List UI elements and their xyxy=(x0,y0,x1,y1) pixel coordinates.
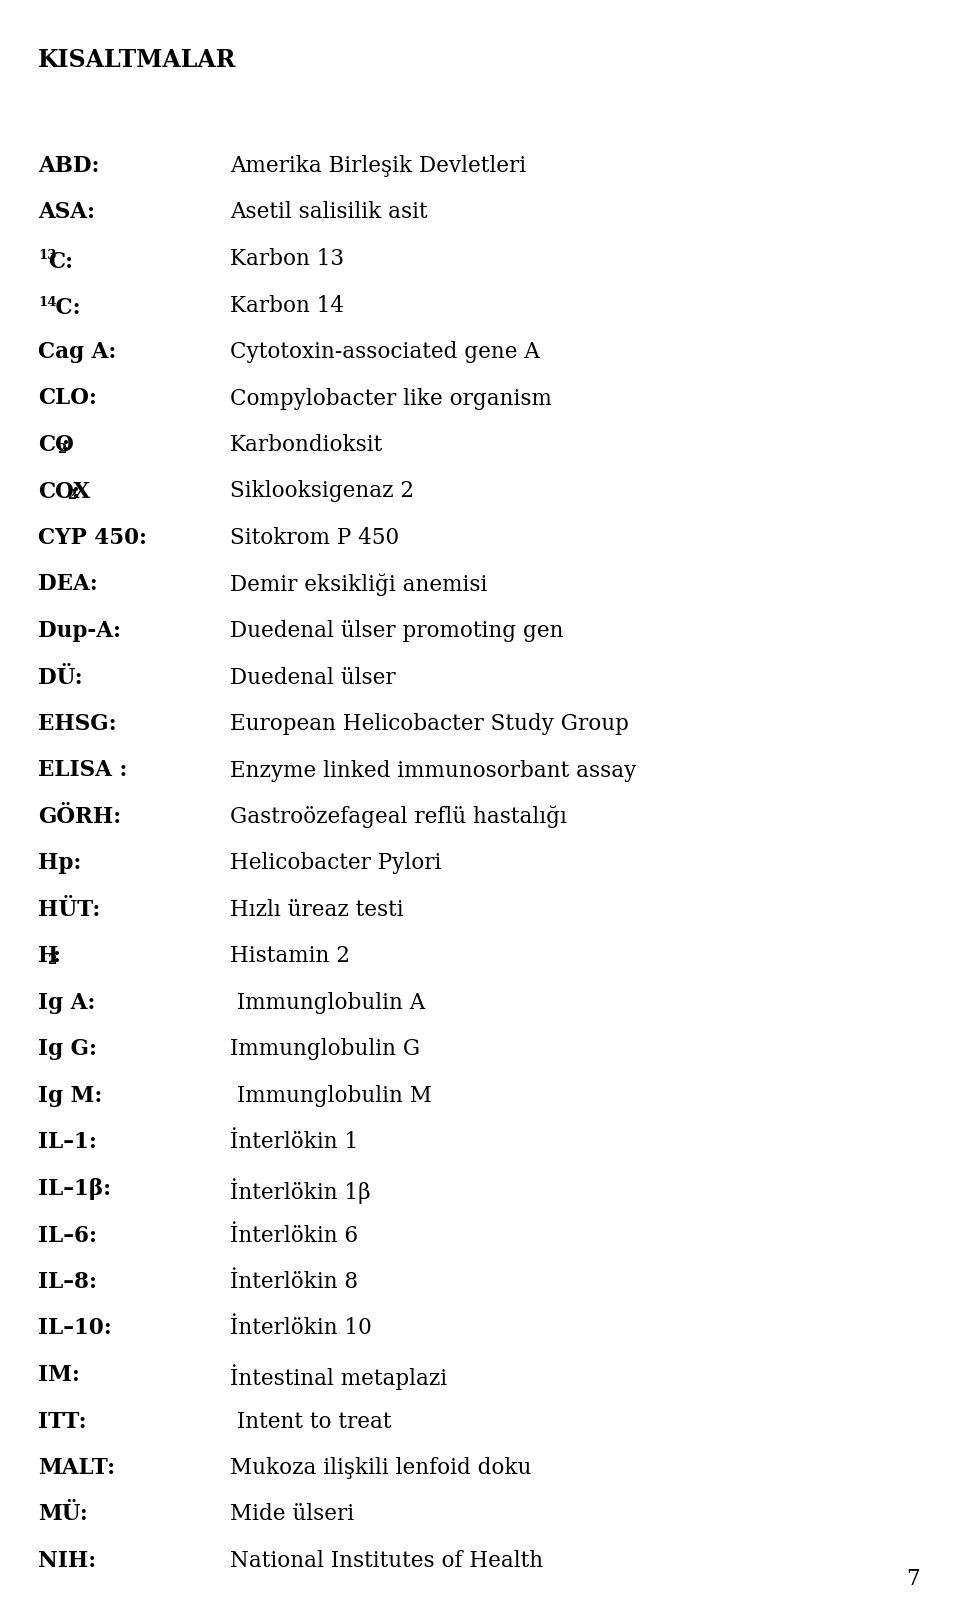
Text: İnterlökin 6: İnterlökin 6 xyxy=(230,1225,358,1246)
Text: NIH:: NIH: xyxy=(38,1551,96,1572)
Text: Mide ülseri: Mide ülseri xyxy=(230,1504,354,1526)
Text: 2: 2 xyxy=(58,443,66,456)
Text: CO: CO xyxy=(38,435,74,456)
Text: Dup-A:: Dup-A: xyxy=(38,620,121,642)
Text: 2: 2 xyxy=(48,954,57,967)
Text: İnterlökin 1: İnterlökin 1 xyxy=(230,1132,358,1153)
Text: HÜT:: HÜT: xyxy=(38,899,101,921)
Text: İnterlökin 1β: İnterlökin 1β xyxy=(230,1178,371,1204)
Text: ELISA :: ELISA : xyxy=(38,759,128,782)
Text: :: : xyxy=(53,946,60,967)
Text: IM:: IM: xyxy=(38,1364,80,1387)
Text: MÜ:: MÜ: xyxy=(38,1504,87,1526)
Text: DEA:: DEA: xyxy=(38,574,98,595)
Text: MALT:: MALT: xyxy=(38,1457,115,1479)
Text: Demir eksikliği anemisi: Demir eksikliği anemisi xyxy=(230,574,488,595)
Text: Intent to treat: Intent to treat xyxy=(230,1411,392,1432)
Text: KISALTMALAR: KISALTMALAR xyxy=(38,49,236,71)
Text: IL–6:: IL–6: xyxy=(38,1225,97,1246)
Text: Histamin 2: Histamin 2 xyxy=(230,946,350,967)
Text: Karbondioksit: Karbondioksit xyxy=(230,435,383,456)
Text: İntestinal metaplazi: İntestinal metaplazi xyxy=(230,1364,447,1390)
Text: Immunglobulin G: Immunglobulin G xyxy=(230,1038,420,1061)
Text: Duedenal ülser: Duedenal ülser xyxy=(230,667,396,688)
Text: IL–1:: IL–1: xyxy=(38,1132,97,1153)
Text: IL–1β:: IL–1β: xyxy=(38,1178,111,1200)
Text: :: : xyxy=(72,480,80,503)
Text: CYP 450:: CYP 450: xyxy=(38,527,147,548)
Text: ASA:: ASA: xyxy=(38,201,95,224)
Text: European Helicobacter Study Group: European Helicobacter Study Group xyxy=(230,714,629,735)
Text: Karbon 14: Karbon 14 xyxy=(230,295,344,316)
Text: ABD:: ABD: xyxy=(38,156,100,177)
Text: Hızlı üreaz testi: Hızlı üreaz testi xyxy=(230,899,403,921)
Text: Karbon 13: Karbon 13 xyxy=(230,248,344,269)
Text: C:: C: xyxy=(48,297,81,320)
Text: Sitokrom P 450: Sitokrom P 450 xyxy=(230,527,399,548)
Text: 14: 14 xyxy=(38,295,57,308)
Text: Compylobacter like organism: Compylobacter like organism xyxy=(230,388,552,409)
Text: IL–10:: IL–10: xyxy=(38,1317,111,1340)
Text: Siklooksigenaz 2: Siklooksigenaz 2 xyxy=(230,480,414,503)
Text: Ig M:: Ig M: xyxy=(38,1085,103,1106)
Text: GÖRH:: GÖRH: xyxy=(38,806,121,827)
Text: Ig A:: Ig A: xyxy=(38,993,95,1014)
Text: Enzyme linked immunosorbant assay: Enzyme linked immunosorbant assay xyxy=(230,759,636,782)
Text: Mukoza ilişkili lenfoid doku: Mukoza ilişkili lenfoid doku xyxy=(230,1457,532,1479)
Text: Cag A:: Cag A: xyxy=(38,341,116,363)
Text: Helicobacter Pylori: Helicobacter Pylori xyxy=(230,853,442,874)
Text: Amerika Birleşik Devletleri: Amerika Birleşik Devletleri xyxy=(230,156,526,177)
Text: 13: 13 xyxy=(38,250,57,263)
Text: İnterlökin 10: İnterlökin 10 xyxy=(230,1317,372,1340)
Text: C:: C: xyxy=(48,251,73,272)
Text: Ig G:: Ig G: xyxy=(38,1038,97,1061)
Text: 7: 7 xyxy=(906,1568,920,1590)
Text: ITT:: ITT: xyxy=(38,1411,86,1432)
Text: IL–8:: IL–8: xyxy=(38,1272,97,1293)
Text: :: : xyxy=(62,435,70,456)
Text: Immunglobulin M: Immunglobulin M xyxy=(230,1085,432,1106)
Text: National Institutes of Health: National Institutes of Health xyxy=(230,1551,543,1572)
Text: DÜ:: DÜ: xyxy=(38,667,83,688)
Text: Duedenal ülser promoting gen: Duedenal ülser promoting gen xyxy=(230,620,564,642)
Text: Asetil salisilik asit: Asetil salisilik asit xyxy=(230,201,427,224)
Text: Immunglobulin A: Immunglobulin A xyxy=(230,993,425,1014)
Text: Gastroözefageal reflü hastalığı: Gastroözefageal reflü hastalığı xyxy=(230,806,566,829)
Text: H: H xyxy=(38,946,59,967)
Text: Hp:: Hp: xyxy=(38,853,82,874)
Text: 2: 2 xyxy=(67,488,76,503)
Text: EHSG:: EHSG: xyxy=(38,714,116,735)
Text: Cytotoxin-associated gene A: Cytotoxin-associated gene A xyxy=(230,341,540,363)
Text: COX: COX xyxy=(38,480,90,503)
Text: CLO:: CLO: xyxy=(38,388,97,409)
Text: İnterlökin 8: İnterlökin 8 xyxy=(230,1272,358,1293)
